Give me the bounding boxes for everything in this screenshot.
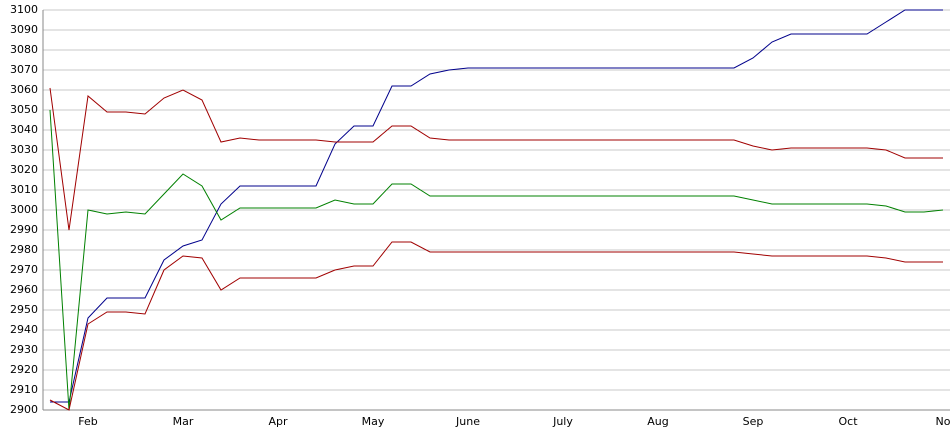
x-tick-label: June bbox=[455, 415, 480, 428]
y-tick-label: 3010 bbox=[10, 183, 38, 196]
y-tick-label: 2910 bbox=[10, 383, 38, 396]
y-tick-label: 2920 bbox=[10, 363, 38, 376]
series-line bbox=[49, 241, 943, 411]
x-tick-label: Mar bbox=[173, 415, 194, 428]
y-tick-label: 3100 bbox=[10, 3, 38, 16]
y-tick-label: 2990 bbox=[10, 223, 38, 236]
y-tick-label: 3040 bbox=[10, 123, 38, 136]
y-tick-label: 3000 bbox=[10, 203, 38, 216]
x-tick-label: Aug bbox=[647, 415, 668, 428]
y-tick-label: 2940 bbox=[10, 323, 38, 336]
y-tick-label: 2950 bbox=[10, 303, 38, 316]
x-tick-label: July bbox=[552, 415, 573, 428]
y-tick-label: 2960 bbox=[10, 283, 38, 296]
x-tick-label: Sep bbox=[743, 415, 764, 428]
y-tick-label: 3070 bbox=[10, 63, 38, 76]
series-line bbox=[50, 9, 943, 403]
y-tick-label: 3090 bbox=[10, 23, 38, 36]
x-tick-label: Oct bbox=[838, 415, 858, 428]
series-line bbox=[49, 109, 944, 411]
y-tick-label: 3050 bbox=[10, 103, 38, 116]
series-line bbox=[49, 87, 943, 231]
y-tick-label: 3020 bbox=[10, 163, 38, 176]
x-tick-label: No bbox=[936, 415, 950, 428]
y-tick-label: 3080 bbox=[10, 43, 38, 56]
y-tick-label: 2980 bbox=[10, 243, 38, 256]
x-tick-label: Feb bbox=[78, 415, 97, 428]
y-tick-label: 3060 bbox=[10, 83, 38, 96]
y-tick-label: 2930 bbox=[10, 343, 38, 356]
x-tick-label: May bbox=[362, 415, 385, 428]
y-tick-label: 2900 bbox=[10, 403, 38, 416]
x-tick-label: Apr bbox=[268, 415, 288, 428]
y-tick-label: 3030 bbox=[10, 143, 38, 156]
y-tick-label: 2970 bbox=[10, 263, 38, 276]
